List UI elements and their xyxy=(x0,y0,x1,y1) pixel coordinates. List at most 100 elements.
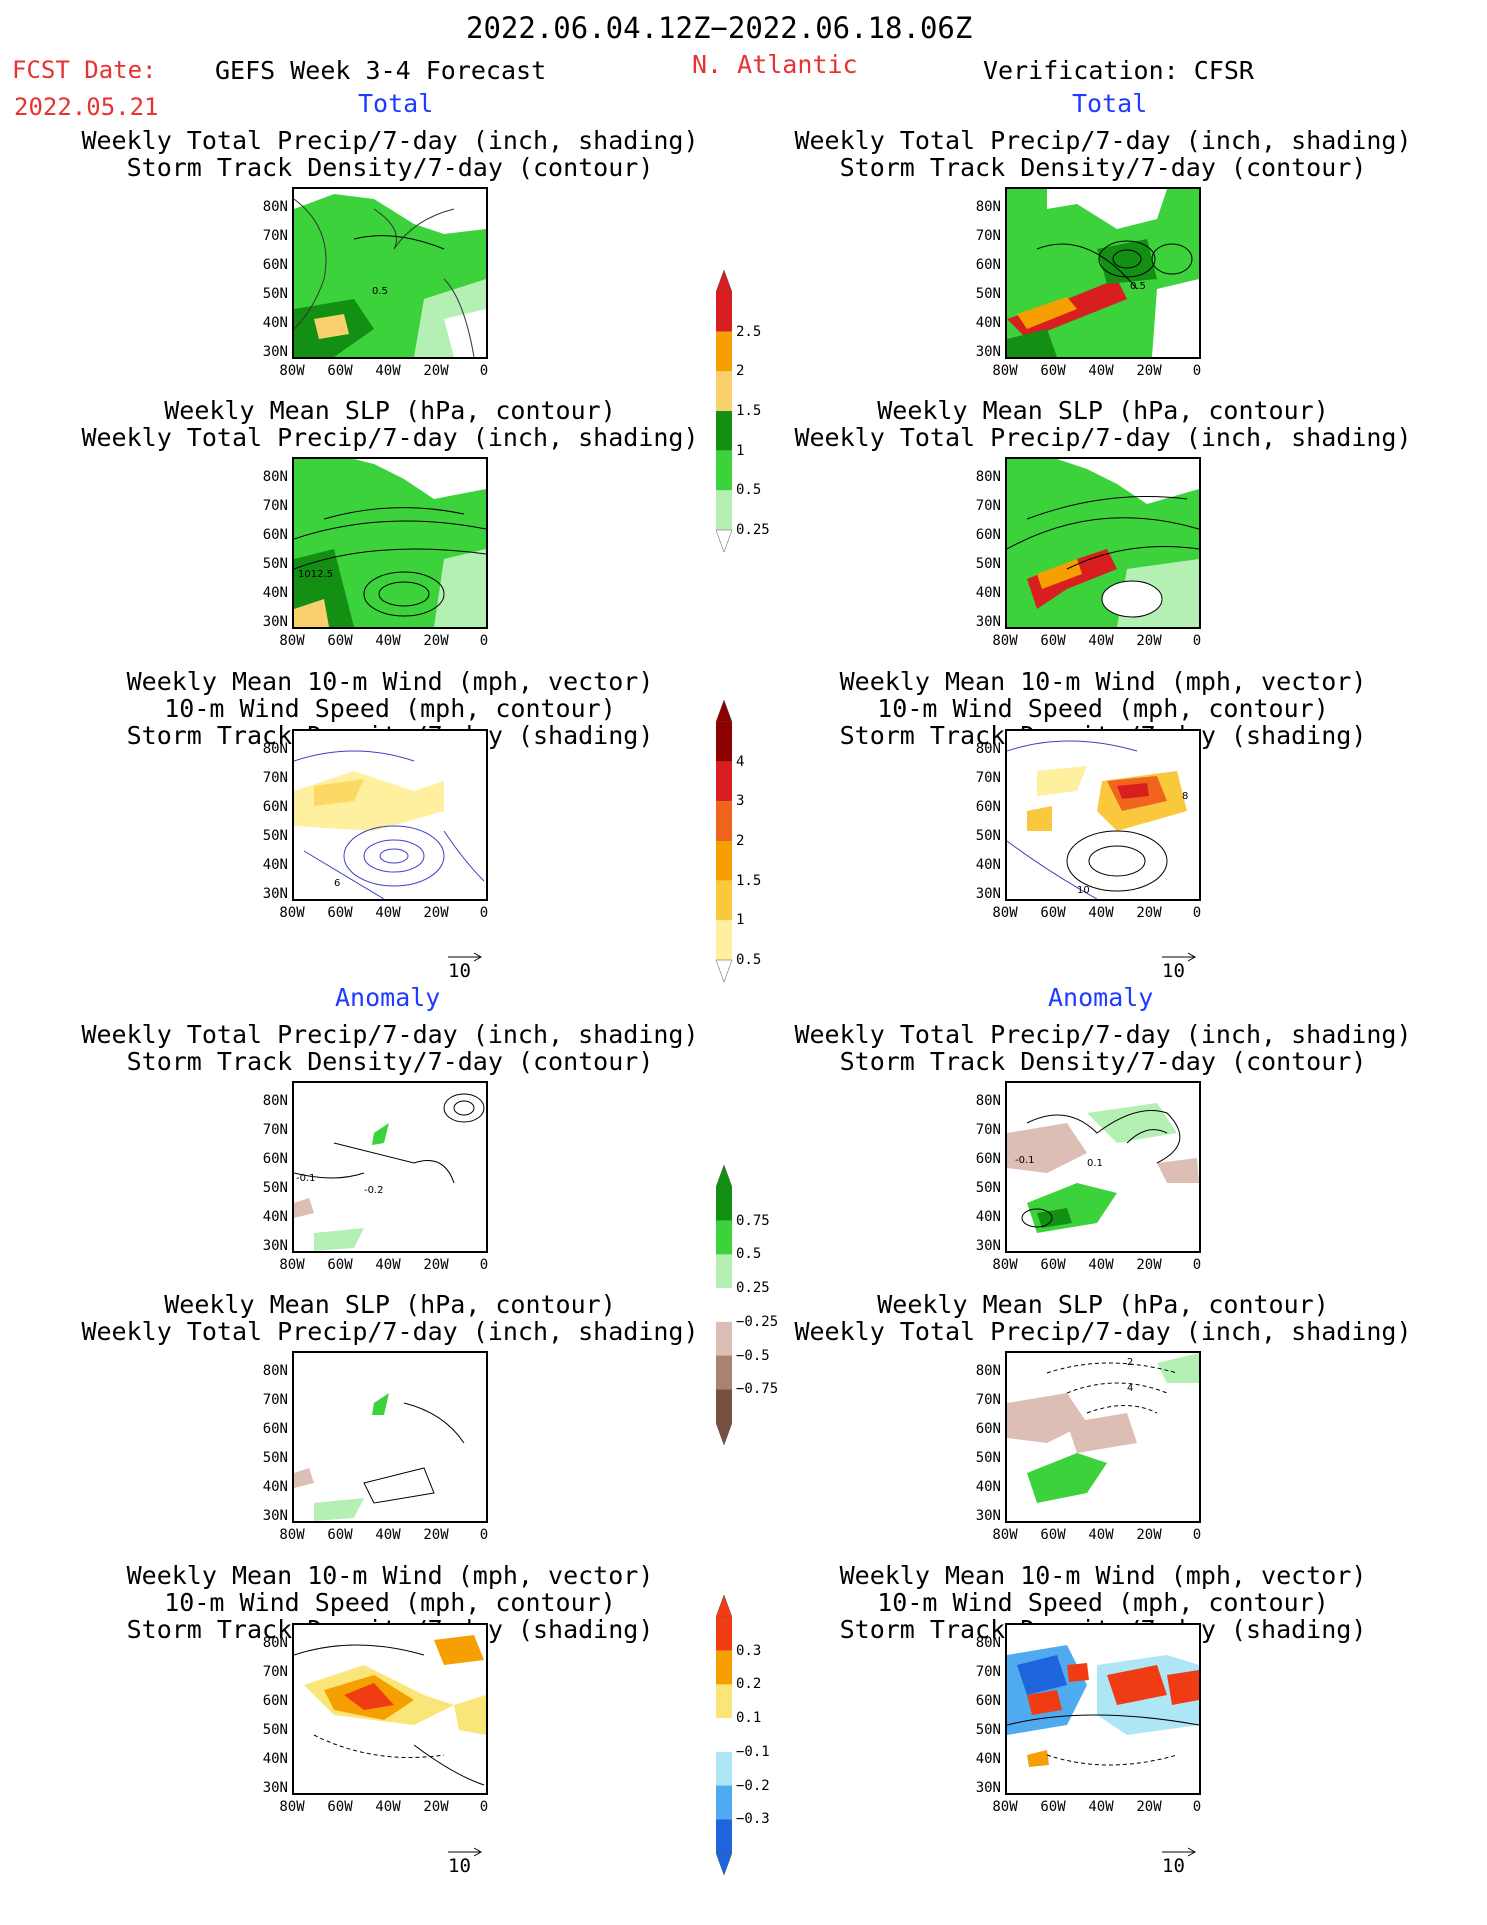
colorbar-bottom-tip xyxy=(716,529,732,552)
colorbar-band xyxy=(716,1288,732,1322)
colorbar-label: 0.5 xyxy=(736,482,762,499)
colorbar-band xyxy=(716,490,732,530)
colorbar-top-tip xyxy=(716,270,732,293)
lon-tick-label: 20W xyxy=(423,1799,449,1815)
colorbar-label: −0.75 xyxy=(736,1381,779,1398)
lat-tick-label: 70N xyxy=(975,228,1001,244)
map-value-label: -0.2 xyxy=(364,1185,384,1196)
colorbar-band xyxy=(716,1220,732,1255)
arrow-icon xyxy=(448,952,483,962)
lon-tick-label: 40W xyxy=(1088,1257,1114,1273)
lat-tick-label: 50N xyxy=(975,1450,1001,1466)
colorbar-label: 0.2 xyxy=(736,1676,762,1693)
lat-tick-label: 30N xyxy=(262,886,288,902)
colorbar-label: 0.25 xyxy=(736,1280,770,1297)
colorbar-graphic xyxy=(716,1595,732,1875)
colorbar-graphic xyxy=(716,270,732,552)
map-value-label: 10 xyxy=(1077,885,1090,896)
lat-tick-label: 60N xyxy=(975,257,1001,273)
colorbar-label: −0.2 xyxy=(736,1777,770,1794)
colorbar-graphic xyxy=(716,1165,732,1445)
colorbar-band xyxy=(716,1718,732,1752)
lon-tick-label: 80W xyxy=(992,1527,1018,1543)
lat-tick-label: 30N xyxy=(975,344,1001,360)
colorbar-label: 2.5 xyxy=(736,323,762,340)
lon-tick-label: 60W xyxy=(327,905,353,921)
lon-tick-label: 20W xyxy=(423,633,449,649)
lon-tick-label: 80W xyxy=(992,363,1018,379)
colorbar-label: 3 xyxy=(736,793,745,810)
colorbar-band xyxy=(716,411,732,451)
lon-tick-label: 40W xyxy=(1088,905,1114,921)
lon-tick-label: 80W xyxy=(279,905,305,921)
colorbar-label: 1 xyxy=(736,912,745,929)
lat-tick-label: 40N xyxy=(975,857,1001,873)
panel-title-cfsr-anom-track: Weekly Total Precip/7-day (inch, shading… xyxy=(794,1020,1412,1076)
lon-tick-label: 60W xyxy=(327,1257,353,1273)
lat-tick-label: 30N xyxy=(975,1780,1001,1796)
colorbar-band xyxy=(716,1617,732,1651)
map-fcst-anom-slp xyxy=(292,1351,488,1523)
lat-tick-label: 50N xyxy=(975,828,1001,844)
lat-tick-label: 50N xyxy=(975,286,1001,302)
lon-tick-label: 40W xyxy=(375,1527,401,1543)
lon-tick-label: 20W xyxy=(1136,363,1162,379)
map-cfsr-anom-slp: 2 4 xyxy=(1005,1351,1201,1523)
colorbar-band xyxy=(716,801,732,841)
lat-tick-label: 40N xyxy=(262,585,288,601)
lat-tick-label: 60N xyxy=(262,527,288,543)
lon-tick-label: 20W xyxy=(1136,633,1162,649)
colorbar-band xyxy=(716,1785,732,1820)
lon-tick-label: 20W xyxy=(423,1527,449,1543)
map-fcst-total-wind: 6 xyxy=(292,729,488,901)
lat-tick-label: 60N xyxy=(262,1421,288,1437)
panel-title-fcst-anom-track: Weekly Total Precip/7-day (inch, shading… xyxy=(81,1020,699,1076)
lat-tick-label: 50N xyxy=(262,556,288,572)
map-value-label: 0.1 xyxy=(1087,1158,1103,1169)
vector-ref-fcst-total: 10 xyxy=(448,952,483,982)
colorbar-top-tip xyxy=(716,700,732,723)
lon-tick-label: 80W xyxy=(279,1257,305,1273)
colorbar-band xyxy=(716,292,732,332)
lat-tick-label: 50N xyxy=(262,286,288,302)
lon-tick-label: 0 xyxy=(1192,363,1202,379)
colorbar-band xyxy=(716,371,732,411)
lat-tick-label: 30N xyxy=(262,1508,288,1524)
lon-tick-label: 60W xyxy=(1040,1527,1066,1543)
colorbar-top-tip xyxy=(716,1595,732,1618)
lon-tick-label: 60W xyxy=(327,633,353,649)
vector-ref-cfsr-anom: 10 xyxy=(1162,1847,1197,1877)
panel-title-fcst-total-slp: Weekly Mean SLP (hPa, contour) Weekly Tot… xyxy=(81,396,699,452)
lat-tick-label: 30N xyxy=(262,344,288,360)
lat-tick-label: 30N xyxy=(975,1238,1001,1254)
section-total-left: Total xyxy=(358,89,434,118)
colorbar-track-anom: 0.3 0.2 0.1 −0.1 −0.2 −0.3 xyxy=(716,1595,770,1875)
lat-tick-label: 40N xyxy=(975,585,1001,601)
colorbar-bottom-tip xyxy=(716,1852,732,1875)
lon-tick-label: 40W xyxy=(375,905,401,921)
lat-tick-label: 80N xyxy=(975,741,1001,757)
lat-tick-label: 50N xyxy=(262,1450,288,1466)
arrow-icon xyxy=(1162,1847,1197,1857)
lat-tick-label: 60N xyxy=(975,1151,1001,1167)
vector-ref-fcst-anom: 10 xyxy=(448,1847,483,1877)
lon-tick-label: 80W xyxy=(279,1799,305,1815)
map-fcst-total-slp: 1012.5 xyxy=(292,457,488,629)
lat-tick-label: 70N xyxy=(975,770,1001,786)
colorbar-band xyxy=(716,1684,732,1719)
colorbar-band xyxy=(716,920,732,960)
lon-tick-label: 20W xyxy=(423,363,449,379)
lat-tick-label: 70N xyxy=(262,1664,288,1680)
lat-tick-label: 40N xyxy=(975,1751,1001,1767)
lat-tick-label: 80N xyxy=(975,469,1001,485)
lon-tick-label: 20W xyxy=(423,905,449,921)
colorbar-label: 1.5 xyxy=(736,872,762,889)
colorbar-precip-total: 2.5 2 1.5 1 0.5 0.25 xyxy=(716,270,770,552)
lat-tick-label: 30N xyxy=(262,1238,288,1254)
panel-title-fcst-anom-slp: Weekly Mean SLP (hPa, contour) Weekly Tot… xyxy=(81,1290,699,1346)
lon-tick-label: 20W xyxy=(1136,1799,1162,1815)
colorbar-label: 0.25 xyxy=(736,522,770,538)
lon-tick-label: 0 xyxy=(479,363,489,379)
lat-tick-label: 50N xyxy=(975,556,1001,572)
colorbar-bottom-tip xyxy=(716,1422,732,1445)
